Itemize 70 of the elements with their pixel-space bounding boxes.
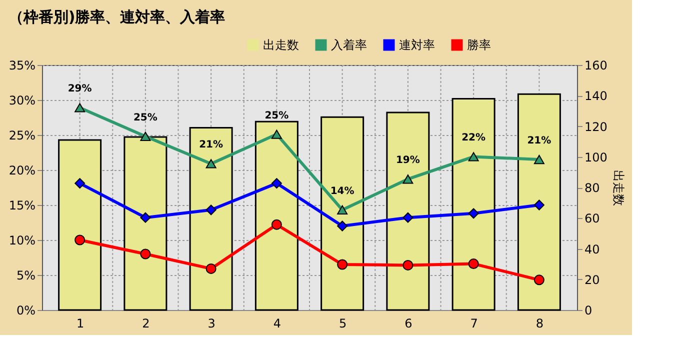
bar	[386, 112, 430, 311]
point	[468, 152, 479, 162]
y-tick-label: 25%	[8, 128, 36, 142]
y-tick-label: 35%	[8, 58, 36, 72]
point	[271, 178, 282, 189]
data-label: 21%	[199, 140, 224, 151]
data-label: 29%	[68, 84, 92, 95]
bar	[58, 139, 102, 311]
y-tick-label: 0%	[16, 304, 36, 318]
point	[337, 259, 348, 270]
x-tick-label: 1	[76, 316, 84, 330]
point	[74, 178, 86, 189]
x-tick-label: 8	[536, 316, 544, 330]
bar	[517, 93, 561, 311]
data-label: 19%	[396, 155, 420, 166]
legend-label: 入着率	[331, 38, 367, 52]
point	[337, 220, 348, 232]
point	[206, 263, 216, 274]
point	[271, 130, 282, 139]
bar	[320, 116, 364, 311]
point	[140, 248, 151, 260]
y2-tick-label: 20	[584, 272, 600, 287]
y-tick-label: 30%	[8, 94, 36, 108]
point	[74, 103, 86, 112]
legend-label: 勝率	[467, 38, 491, 52]
data-label: 14%	[330, 186, 354, 197]
bar	[254, 120, 298, 311]
y2-axis-title: 出走数	[611, 170, 626, 206]
x-tick-label: 2	[142, 316, 150, 330]
x-tick-label: 5	[338, 316, 347, 330]
y2-tick-label: 120	[584, 120, 608, 134]
y2-tick-label: 0	[584, 304, 592, 318]
point	[534, 274, 544, 286]
y-tick-label: 15%	[8, 198, 36, 212]
point	[468, 258, 479, 270]
data-label: 25%	[133, 112, 158, 124]
chart-title: （枠番別)勝率、連対率、入着率	[8, 8, 226, 26]
point	[271, 219, 282, 230]
y2-tick-label: 160	[584, 58, 608, 72]
point	[402, 212, 414, 223]
point	[206, 204, 216, 216]
point	[402, 174, 414, 184]
y2-tick-label: 140	[584, 89, 608, 104]
point	[206, 159, 216, 168]
data-label: 22%	[462, 132, 486, 144]
point	[534, 200, 544, 210]
y2-tick-label: 100	[584, 150, 608, 164]
bar	[452, 98, 496, 311]
legend-label: 連対率	[399, 38, 435, 52]
point	[468, 208, 479, 219]
point	[140, 212, 151, 223]
data-label: 25%	[264, 110, 289, 122]
point	[337, 205, 348, 215]
point	[534, 154, 544, 164]
point	[74, 234, 86, 246]
bar	[189, 127, 233, 311]
x-tick-label: 7	[470, 316, 478, 330]
y-tick-label: 10%	[8, 234, 36, 248]
x-tick-label: 4	[273, 316, 282, 330]
y-tick-label: 20%	[8, 164, 36, 178]
point	[402, 260, 414, 270]
x-tick-label: 3	[208, 316, 216, 330]
legend-label: 出走数	[263, 38, 299, 52]
y2-tick-label: 40	[584, 242, 600, 256]
y2-tick-label: 80	[584, 181, 600, 195]
y2-tick-label: 60	[584, 212, 600, 226]
y-tick-label: 5%	[16, 268, 36, 282]
point	[140, 132, 151, 142]
x-tick-label: 6	[404, 316, 412, 330]
data-label: 21%	[527, 136, 552, 146]
